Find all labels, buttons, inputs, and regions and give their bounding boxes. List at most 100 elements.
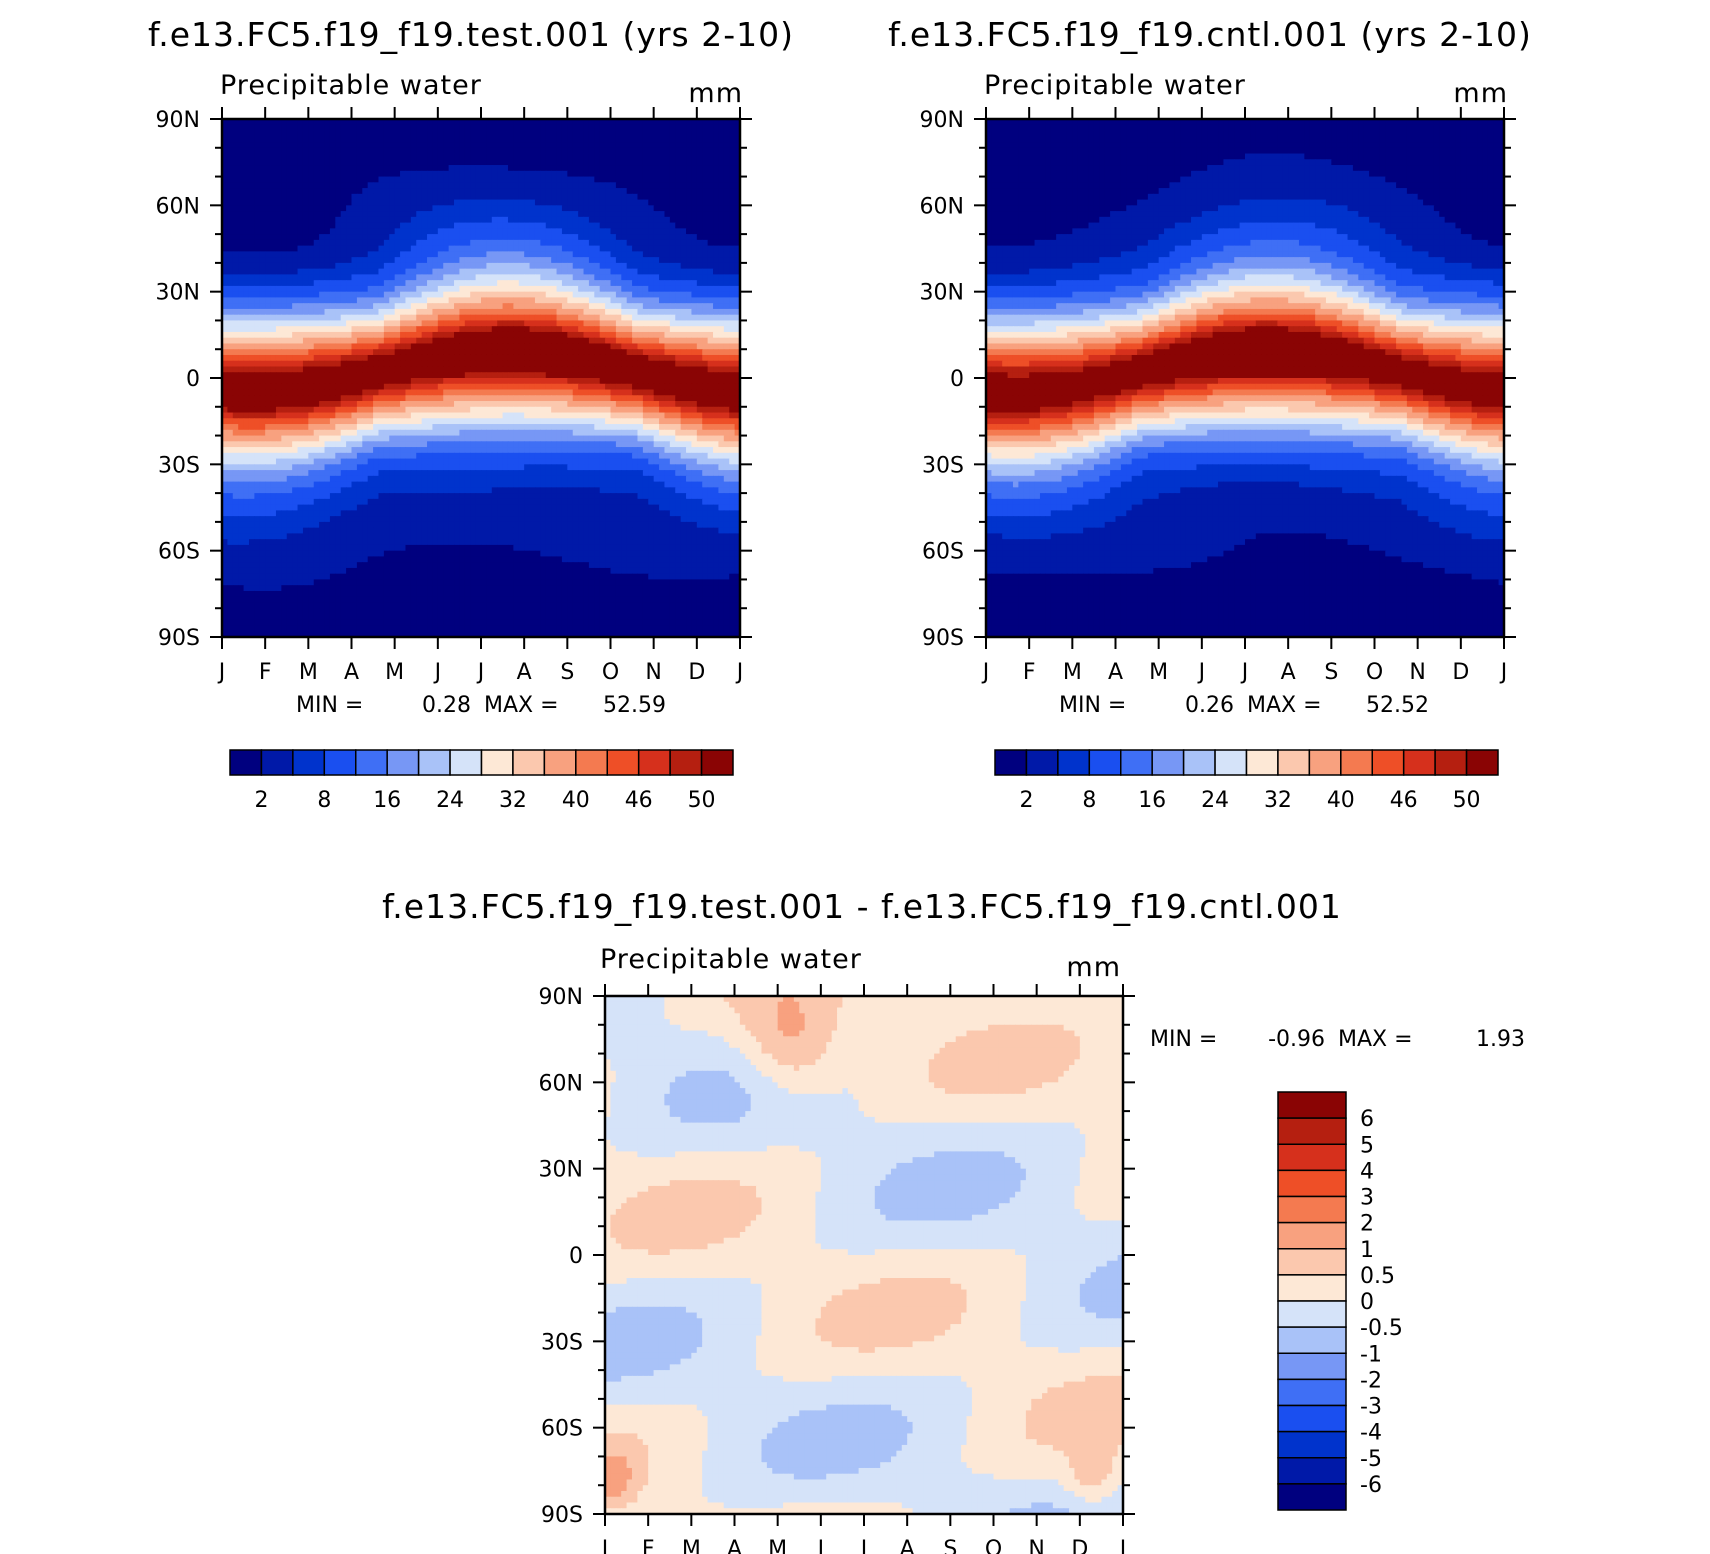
contour-cell <box>540 188 546 194</box>
contour-cell <box>260 148 266 154</box>
contour-cell <box>432 211 438 217</box>
contour-cell <box>411 159 417 165</box>
contour-cell <box>395 182 401 188</box>
contour-cell <box>540 142 546 148</box>
contour-cell <box>298 165 304 171</box>
contour-cell <box>416 154 422 160</box>
contour-cell <box>670 182 676 188</box>
contour-cell <box>702 125 708 131</box>
contour-cell <box>378 165 384 171</box>
contour-cell <box>265 182 271 188</box>
contour-cell <box>659 194 665 200</box>
contour-cell <box>400 182 406 188</box>
contour-cell <box>567 131 573 137</box>
contour-cell <box>562 171 568 177</box>
contour-cell <box>481 217 487 223</box>
contour-cell <box>729 188 735 194</box>
contour-cell <box>227 154 233 160</box>
contour-cell <box>254 171 260 177</box>
contour-cell <box>562 159 568 165</box>
contour-cell <box>454 211 460 217</box>
contour-cell <box>378 200 384 206</box>
contour-cell <box>238 205 244 211</box>
contour-cell <box>330 211 336 217</box>
contour-cell <box>627 159 633 165</box>
contour-cell <box>233 205 239 211</box>
contour-cell <box>497 182 503 188</box>
contour-cell <box>400 177 406 183</box>
contour-cell <box>589 200 595 206</box>
contour-cell <box>238 211 244 217</box>
contour-cell <box>400 205 406 211</box>
contour-cell <box>395 159 401 165</box>
contour-cell <box>686 159 692 165</box>
contour-cell <box>713 171 719 177</box>
contour-cell <box>546 223 552 229</box>
contour-cell <box>449 205 455 211</box>
contour-cell <box>449 223 455 229</box>
contour-cell <box>524 211 530 217</box>
contour-cell <box>530 142 536 148</box>
contour-cell <box>303 142 309 148</box>
contour-cell <box>713 217 719 223</box>
contour-cell <box>670 177 676 183</box>
contour-cell <box>519 136 525 142</box>
contour-cell <box>573 177 579 183</box>
contour-cell <box>389 188 395 194</box>
contour-cell <box>308 148 314 154</box>
contour-cell <box>605 154 611 160</box>
contour-cell <box>470 136 476 142</box>
contour-cell <box>697 142 703 148</box>
contour-cell <box>368 171 374 177</box>
contour-cell <box>341 182 347 188</box>
contour-cell <box>254 148 260 154</box>
contour-cell <box>637 223 643 229</box>
contour-cell <box>686 200 692 206</box>
contour-cell <box>546 136 552 142</box>
contour-cell <box>713 188 719 194</box>
contour-cell <box>611 223 617 229</box>
contour-cell <box>357 217 363 223</box>
contour-cell <box>567 200 573 206</box>
contour-cell <box>708 148 714 154</box>
contour-cell <box>422 177 428 183</box>
contour-cell <box>573 200 579 206</box>
contour-cell <box>400 131 406 137</box>
contour-cell <box>713 154 719 160</box>
contour-cell <box>470 171 476 177</box>
contour-cell <box>616 165 622 171</box>
contour-cell <box>233 188 239 194</box>
contour-cell <box>508 125 514 131</box>
contour-cell <box>454 217 460 223</box>
contour-cell <box>395 154 401 160</box>
contour-cell <box>287 211 293 217</box>
contour-cell <box>330 125 336 131</box>
contour-cell <box>314 171 320 177</box>
contour-cell <box>594 205 600 211</box>
contour-cell <box>260 200 266 206</box>
contour-cell <box>400 171 406 177</box>
contour-cell <box>724 136 730 142</box>
contour-cell <box>659 200 665 206</box>
contour-cell <box>352 228 358 234</box>
contour-cell <box>308 217 314 223</box>
contour-cell <box>454 182 460 188</box>
contour-cell <box>352 217 358 223</box>
contour-cell <box>427 142 433 148</box>
contour-cell <box>497 131 503 137</box>
contour-cell <box>319 159 325 165</box>
contour-cell <box>449 165 455 171</box>
contour-cell <box>362 205 368 211</box>
contour-cell <box>486 217 492 223</box>
contour-cell <box>616 154 622 160</box>
contour-cell <box>675 131 681 137</box>
contour-cell <box>454 228 460 234</box>
contour-cell <box>513 131 519 137</box>
contour-cell <box>681 171 687 177</box>
contour-cell <box>724 177 730 183</box>
contour-cell <box>670 165 676 171</box>
contour-cell <box>281 177 287 183</box>
contour-cell <box>508 194 514 200</box>
contour-cell <box>503 136 509 142</box>
contour-cell <box>454 159 460 165</box>
